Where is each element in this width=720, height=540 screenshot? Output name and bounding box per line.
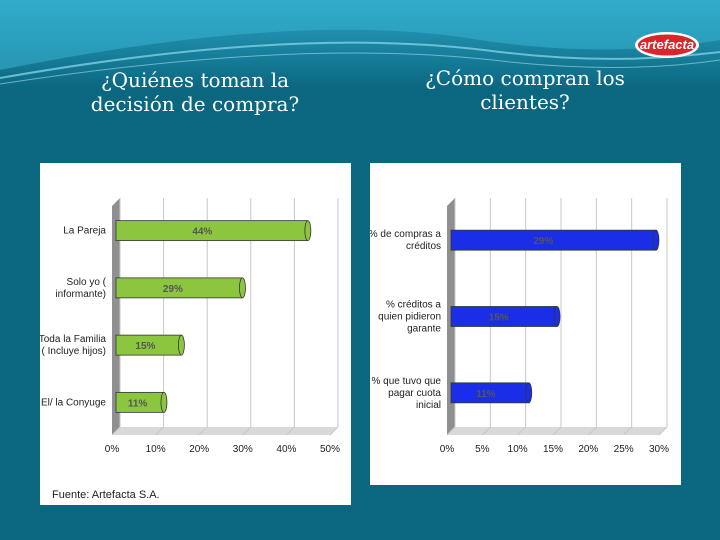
category-label: El/ la Conyuge	[41, 397, 106, 408]
bar	[115, 220, 312, 242]
gridline	[198, 198, 208, 436]
data-label: 15%	[489, 313, 509, 324]
axis-wall	[112, 198, 120, 435]
data-label: 29%	[533, 236, 553, 247]
bar-cap	[304, 220, 312, 242]
x-tick-label: 0%	[105, 444, 120, 455]
x-tick-label: 50%	[320, 444, 340, 455]
gridline	[242, 198, 252, 436]
bar-cap	[553, 306, 561, 327]
header-wave-decoration	[0, 0, 720, 90]
category-label-line: inicial	[416, 400, 441, 411]
x-tick-label: 0%	[440, 444, 455, 455]
gridline	[329, 198, 339, 436]
bar	[115, 334, 185, 356]
bar-cap	[177, 334, 185, 356]
chart-purchase: 0% 5% 10% 15% 20% 25% 30% 29% % de compras a créd…	[369, 198, 669, 455]
data-label: 29%	[163, 284, 183, 295]
source-note: Fuente: Artefacta S.A.	[52, 489, 160, 501]
category-label-line: % de compras a	[370, 229, 441, 240]
category-label-line: La Pareja	[63, 226, 106, 237]
x-tick-label: 10%	[146, 444, 166, 455]
gridline	[587, 198, 597, 436]
bar-body	[450, 229, 657, 251]
category-label-line: informante)	[55, 289, 106, 300]
gridline	[286, 198, 295, 436]
x-tick-label: 30%	[233, 444, 253, 455]
data-label: 11%	[476, 389, 496, 400]
category-label-line: créditos	[406, 241, 441, 252]
x-tick-label: 10%	[508, 444, 528, 455]
logo-text: artefacta	[639, 37, 695, 52]
bar	[115, 391, 168, 413]
chart-decision: 0% 10% 20% 30% 40% 50% 44% La Pareja 29% Solo yo …	[39, 198, 340, 455]
category-label-line: garante	[407, 324, 441, 335]
category-label: Toda la Familia( Incluye hijos)	[40, 334, 106, 357]
category-label-line: quien pidieron	[378, 312, 441, 323]
x-tick-label: 15%	[543, 444, 563, 455]
bar	[450, 306, 561, 327]
x-tick-label: 5%	[475, 444, 490, 455]
bar-cap	[239, 277, 246, 299]
x-tick-label: 40%	[276, 444, 296, 455]
gridline	[155, 198, 165, 436]
gridline	[658, 198, 668, 436]
left-heading: ¿Quiénes toman la decisión de compra?	[90, 68, 300, 116]
artefacta-logo: artefacta	[634, 30, 700, 60]
gridline	[552, 198, 562, 436]
right-heading: ¿Cómo compran los clientes?	[425, 66, 625, 114]
gridline	[446, 198, 456, 436]
x-tick-label: 20%	[189, 444, 209, 455]
chart-panel-purchase: 0% 5% 10% 15% 20% 25% 30% 29% % de compras a créd…	[369, 163, 681, 485]
category-label-line: pagar cuota	[388, 388, 441, 399]
bar-cap	[525, 382, 533, 404]
x-tick-label: 25%	[614, 444, 634, 455]
category-label: La Pareja	[63, 226, 106, 237]
category-label-line: % que tuvo que	[372, 376, 442, 387]
gridline	[481, 198, 491, 436]
category-label: % de compras a créditos	[370, 229, 441, 252]
plot-floor	[112, 427, 338, 435]
category-label-line: ( Incluye hijos)	[42, 346, 106, 357]
category-label: % que tuvo que pagar cuota inicial	[372, 376, 442, 411]
chart-panel-decision: 0% 10% 20% 30% 40% 50% 44% La Pareja 29% Solo yo …	[39, 163, 351, 505]
bar-cap	[652, 229, 660, 251]
bar	[450, 382, 533, 404]
gridline	[623, 198, 633, 436]
bar-cap	[160, 391, 168, 413]
category-label: Solo yo (informante)	[55, 277, 106, 300]
data-label: 15%	[135, 341, 155, 352]
gridline	[111, 198, 121, 436]
gridline	[517, 198, 527, 436]
x-tick-label: 20%	[578, 444, 598, 455]
category-label: % créditos a quien pidieron garante	[378, 300, 441, 335]
category-label-line: El/ la Conyuge	[41, 397, 106, 408]
data-label: 44%	[192, 227, 212, 238]
category-label-line: Solo yo (	[67, 277, 107, 288]
data-label: 11%	[128, 398, 148, 409]
category-label-line: Toda la Familia	[40, 334, 106, 345]
bar	[115, 277, 246, 299]
x-tick-label: 30%	[649, 444, 669, 455]
bar	[450, 229, 660, 251]
category-label-line: % créditos a	[386, 300, 441, 311]
